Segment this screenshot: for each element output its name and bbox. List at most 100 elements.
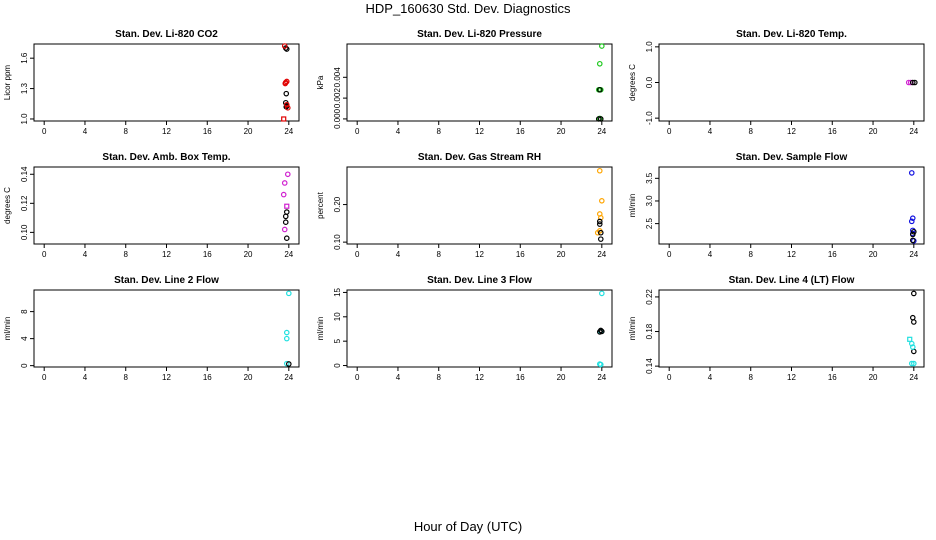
- x-tick-label: 4: [708, 250, 713, 259]
- y-axis-label: ml/min: [316, 317, 325, 341]
- x-axis-label: Hour of Day (UTC): [413, 519, 523, 534]
- x-tick-label: 8: [437, 127, 442, 136]
- plot-frame: [658, 166, 925, 245]
- data-point: [909, 237, 916, 244]
- x-tick-label: 12: [787, 127, 796, 136]
- y-tick-label: 0.002: [333, 88, 342, 109]
- y-tick-label: 0.18: [645, 323, 654, 339]
- x-tick-label: 20: [557, 250, 566, 259]
- panel-title: Stan. Dev. Li-820 Pressure: [417, 29, 542, 40]
- panel-title: Stan. Dev. Gas Stream RH: [418, 152, 541, 163]
- data-point: [282, 213, 289, 220]
- x-tick-label: 16: [203, 250, 212, 259]
- x-tick-label: 4: [708, 373, 713, 382]
- x-tick-label: 0: [355, 250, 360, 259]
- x-tick-label: 16: [828, 373, 837, 382]
- data-point: [597, 116, 604, 122]
- y-tick-label: -1.0: [645, 111, 654, 125]
- data-point: [911, 319, 917, 325]
- panel-title: Stan. Dev. Li-820 CO2: [115, 29, 218, 40]
- data-point: [911, 360, 917, 367]
- x-tick-label: 24: [909, 373, 918, 382]
- x-tick-label: 4: [396, 250, 401, 259]
- x-tick-label: 12: [162, 127, 171, 136]
- data-point: [284, 203, 290, 209]
- data-point: [281, 116, 287, 122]
- y-tick-label: 1.0: [20, 113, 29, 125]
- x-tick-label: 24: [909, 250, 918, 259]
- x-tick-label: 24: [284, 250, 293, 259]
- y-tick-label: 0.22: [645, 289, 654, 305]
- y-tick-label: 1.3: [20, 82, 29, 94]
- y-tick-label: 3.5: [645, 172, 654, 184]
- y-tick-label: 8: [20, 309, 29, 314]
- data-point: [281, 180, 288, 186]
- data-point: [596, 60, 603, 67]
- data-point: [284, 171, 291, 178]
- y-tick-label: 0: [20, 363, 29, 368]
- y-axis-label: ml/min: [628, 194, 637, 218]
- y-tick-label: 0.004: [333, 67, 342, 88]
- y-axis-label: degrees C: [3, 187, 12, 224]
- x-tick-label: 12: [787, 373, 796, 382]
- x-tick-label: 4: [396, 127, 401, 136]
- plot-frame: [658, 43, 925, 122]
- x-tick-label: 24: [597, 373, 606, 382]
- data-point: [909, 314, 916, 321]
- data-point: [596, 218, 603, 225]
- x-tick-label: 8: [749, 250, 754, 259]
- x-tick-label: 12: [475, 373, 484, 382]
- data-point: [596, 167, 603, 174]
- y-tick-label: 0.14: [645, 358, 654, 374]
- x-tick-label: 4: [83, 127, 88, 136]
- y-tick-label: 0.20: [333, 196, 342, 212]
- x-tick-label: 0: [667, 250, 672, 259]
- y-tick-label: 0.10: [333, 234, 342, 250]
- plot-frame: [346, 166, 613, 245]
- panel-title: Stan. Dev. Line 3 Flow: [427, 275, 532, 286]
- y-tick-label: 10: [333, 312, 342, 321]
- data-point: [282, 80, 289, 87]
- data-point: [909, 79, 916, 86]
- x-tick-label: 24: [284, 373, 293, 382]
- panel-2: Stan. Dev. Li-820 Pressure 0 4 8 12 16 20 24 0.0…: [316, 29, 613, 136]
- data-point: [911, 228, 917, 235]
- panel-title: Stan. Dev. Li-820 Temp.: [736, 29, 847, 40]
- y-axis-label: ml/min: [3, 317, 12, 341]
- y-tick-label: 1.6: [20, 52, 29, 64]
- y-axis-label: degrees C: [628, 64, 637, 101]
- data-point: [597, 236, 604, 242]
- x-tick-label: 20: [869, 250, 878, 259]
- plot-frame: [658, 289, 925, 368]
- panel-1: Stan. Dev. Li-820 CO2 0 4 8 12 16 20 24 1.0 1.3 1.…: [3, 29, 300, 136]
- x-tick-label: 16: [516, 373, 525, 382]
- x-tick-label: 24: [909, 127, 918, 136]
- x-tick-label: 12: [162, 250, 171, 259]
- x-tick-label: 0: [42, 250, 47, 259]
- data-point: [597, 229, 604, 236]
- panel-6: Stan. Dev. Sample Flow 0 4 8 12 16 20 24 2.5 3.0 3…: [628, 152, 925, 259]
- figure-title: HDP_160630 Std. Dev. Diagnostics: [365, 1, 571, 16]
- x-tick-label: 4: [708, 127, 713, 136]
- data-point: [281, 43, 288, 49]
- x-tick-label: 4: [83, 373, 88, 382]
- data-point: [281, 226, 288, 233]
- x-tick-label: 0: [667, 127, 672, 136]
- y-tick-label: 0.0: [645, 76, 654, 88]
- x-tick-label: 12: [475, 250, 484, 259]
- data-point: [282, 219, 289, 226]
- data-point: [908, 360, 915, 367]
- x-tick-label: 24: [597, 250, 606, 259]
- x-tick-label: 20: [869, 373, 878, 382]
- y-tick-label: 5: [333, 338, 342, 343]
- y-axis-label: ml/min: [628, 317, 637, 341]
- x-tick-label: 20: [244, 373, 253, 382]
- x-tick-label: 0: [42, 127, 47, 136]
- panel-7: Stan. Dev. Line 2 Flow 0 4 8 12 16 20 24 0 4 8 ml/m…: [3, 275, 300, 382]
- panel-title: Stan. Dev. Line 4 (LT) Flow: [729, 275, 855, 286]
- x-tick-label: 0: [355, 373, 360, 382]
- data-point: [596, 329, 603, 335]
- y-tick-label: 0.10: [20, 224, 29, 240]
- x-tick-label: 12: [162, 373, 171, 382]
- x-tick-label: 16: [516, 250, 525, 259]
